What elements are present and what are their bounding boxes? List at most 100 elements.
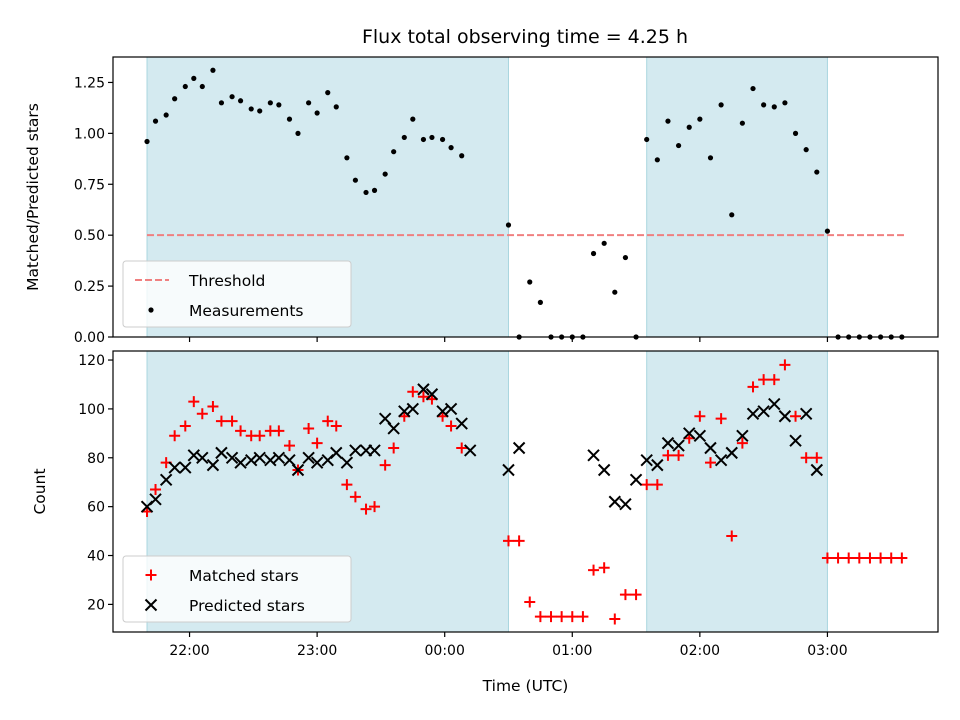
predicted-star-point [768,397,781,411]
measurement-point [601,240,607,246]
matched-star-point [885,552,897,564]
matched-star-point [662,449,674,461]
observing-interval [646,350,828,633]
x-tick-label: 23:00 [297,643,337,659]
matched-star-point [864,552,876,564]
chart-title: Flux total observing time = 4.25 h [362,26,688,48]
measurement-point [237,98,244,104]
matched-star-point [513,535,525,547]
predicted-star-point [502,463,515,477]
measurement-point [782,100,788,106]
measurement-point [248,106,254,112]
matched-star-point [704,457,716,469]
x-axis-label: Time (UTC) [482,677,569,695]
predicted-star-point [778,410,792,423]
predicted-star-point [619,497,632,511]
predicted-star-point [349,444,362,457]
matched-star-point [283,440,295,452]
predicted-star-point [159,473,173,486]
predicted-star-point [714,454,728,467]
measurement-point [182,83,188,90]
matched-star-point [811,452,823,464]
matched-star-point [360,503,372,515]
matched-star-point [207,400,219,412]
measurement-point [439,136,446,143]
measurement-point [761,102,767,108]
legend-predicted-swatch [144,598,158,612]
x-tick-label: 00:00 [425,643,465,659]
measurement-point [152,118,159,124]
predicted-star-point [302,451,315,464]
legend-box [122,260,352,328]
predicted-star-point [651,458,664,472]
matched-star-point [619,589,631,601]
y-tick-label: 0.75 [74,177,105,193]
matched-star-point [790,410,802,422]
predicted-star-point [234,456,247,469]
predicted-star-point [746,407,760,421]
matched-star-point [832,552,844,564]
measurement-point [686,124,692,130]
matched-star-point [896,552,908,564]
matched-star-point [235,425,247,437]
matched-star-point [577,611,589,623]
legend-box [122,555,352,623]
matched-star-point [445,420,457,432]
predicted-star-point [417,383,430,396]
measurement-point [718,102,724,108]
matched-star-point [215,415,227,427]
ratio-panel: 0.00 0.25 0.50 0.75 1.00 1.25 Matched/Predicte… [24,56,939,346]
matched-star-point [169,430,181,442]
matched-star-point [598,562,610,574]
matched-star-point [369,501,381,513]
matched-star-point [715,413,727,425]
measurement-point [612,289,618,295]
matched-star-point [588,564,600,576]
matched-star-point [330,420,342,432]
y-tick-label: 0.50 [74,228,105,244]
matched-star-point [407,386,419,398]
measurement-point [750,85,756,92]
measurement-point [420,136,427,143]
matched-star-point [341,479,353,491]
y-tick-label: 100 [78,402,105,418]
predicted-star-point [608,495,622,508]
legend: Threshold Measurements [122,260,352,328]
matched-star-point [566,611,578,623]
measurement-point [707,155,714,161]
y-tick-label: 0.25 [74,279,105,295]
predicted-star-point [661,436,675,450]
predicted-star-point [149,493,162,506]
matched-star-point [853,552,865,564]
measurement-point [163,112,169,118]
legend-matched-swatch [145,569,157,581]
count-panel: 20 40 60 80 100 120 22:00 23:00 00:00 01:00 02:00 0… [31,350,939,695]
predicted-star-point [725,446,738,460]
measurement-point [697,116,703,122]
predicted-star-point [330,446,343,460]
matched-star-point [150,484,162,496]
matched-star-point [188,396,200,408]
predicted-star-point [464,444,477,457]
measurement-point [675,142,682,149]
x-tick-label: 02:00 [680,643,720,659]
measurement-point [229,94,235,100]
matched-star-point [456,442,468,454]
predicted-star-point [587,449,600,462]
measurement-point [429,134,435,141]
y-tick-label: 120 [78,353,105,369]
measurement-point [199,83,205,90]
matched-star-point [768,374,780,386]
measurement-point [172,96,178,102]
predicted-star-point [455,417,468,430]
measurement-point [644,136,650,143]
matched-star-point [651,479,663,491]
measurement-point [401,134,407,141]
measurement-point [286,116,293,122]
matched-star-point [726,530,738,542]
legend-label: Predicted stars [189,597,305,615]
matched-star-point [843,552,855,564]
matched-star-point [609,613,621,625]
measurement-point [210,67,216,73]
